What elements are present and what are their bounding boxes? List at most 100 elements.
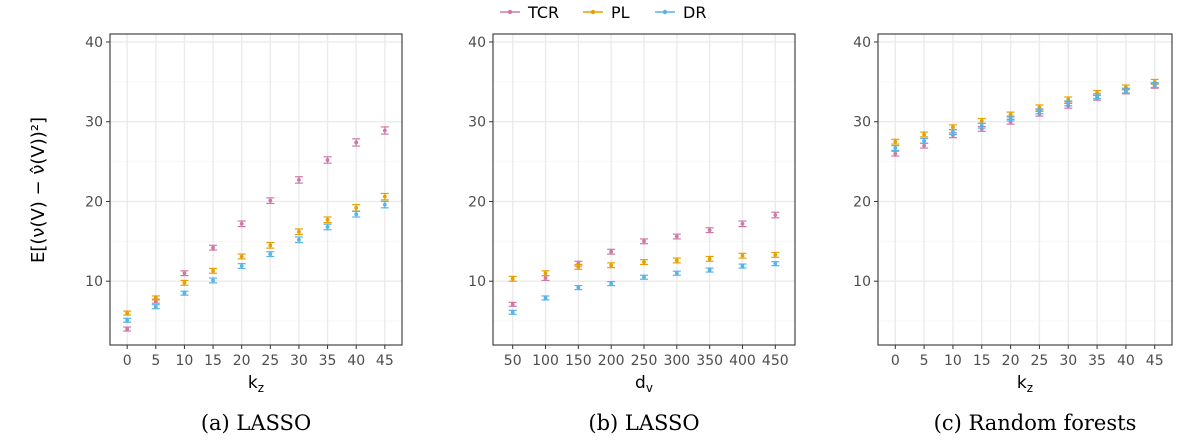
data-point-pl (239, 254, 244, 259)
x-tick-label: 45 (376, 353, 394, 369)
y-tick-label: 30 (85, 115, 103, 131)
data-point-dr (707, 268, 712, 272)
data-point-pl (609, 263, 614, 268)
x-axis-label-subscript: z (1027, 381, 1033, 395)
data-point-dr (740, 264, 745, 268)
panel-border (492, 33, 796, 346)
x-tick-label: 150 (565, 353, 592, 369)
data-point-pl (354, 205, 359, 210)
data-point-pl (211, 268, 215, 273)
y-tick-label: 20 (853, 194, 871, 210)
x-tick-label: 5 (920, 353, 929, 369)
data-point-tcr (211, 245, 215, 250)
legend-swatch-point (507, 9, 513, 15)
data-point-dr (1123, 88, 1128, 93)
data-point-tcr (354, 140, 359, 145)
data-point-dr (1037, 109, 1042, 114)
legend-label: TCR (527, 3, 559, 22)
x-tick-label: 35 (1088, 353, 1106, 369)
data-point-dr (543, 296, 548, 300)
data-point-dr (182, 291, 187, 296)
data-point-pl (1008, 112, 1013, 117)
x-tick-label: 15 (973, 353, 991, 369)
legend-item-dr: DR (655, 3, 706, 22)
data-point-pl (510, 276, 515, 281)
data-point-dr (211, 278, 215, 283)
data-point-dr (382, 202, 387, 207)
data-point-tcr (543, 276, 548, 280)
x-tick-label: 200 (598, 353, 625, 369)
data-point-pl (979, 119, 984, 123)
series-tcr (508, 211, 780, 307)
data-point-tcr (382, 128, 387, 133)
data-point-dr (325, 225, 330, 229)
y-tick-label: 20 (85, 194, 103, 210)
data-point-tcr (773, 213, 778, 217)
data-point-dr (125, 318, 130, 323)
x-axis-label-main: k (1017, 373, 1027, 393)
data-point-pl (922, 132, 927, 137)
panel-3: 10 20 30 40 0 5 10 15 20 25 30 35 40 45 kz (c) Random f… (853, 33, 1173, 435)
x-tick-label: 350 (696, 353, 723, 369)
x-axis-label-main: d (635, 373, 646, 393)
panel-border (877, 33, 1173, 346)
plot-area (878, 34, 1172, 345)
x-tick-label: 10 (176, 353, 194, 369)
data-point-dr (1152, 83, 1157, 87)
data-point-tcr (510, 302, 515, 307)
data-point-dr (893, 146, 898, 150)
data-point-tcr (125, 327, 130, 331)
data-point-tcr (325, 158, 330, 162)
legend-swatch-point (662, 9, 668, 15)
data-point-dr (609, 281, 614, 286)
x-tick-label: 0 (123, 353, 132, 369)
data-point-pl (268, 243, 273, 248)
series-tcr (123, 126, 389, 332)
data-point-dr (1066, 101, 1071, 106)
data-point-dr (268, 252, 273, 256)
x-tick-label: 35 (319, 353, 337, 369)
series-dr (891, 82, 1159, 152)
data-point-tcr (922, 143, 927, 148)
x-tick-label: 400 (729, 353, 756, 369)
series-dr (508, 261, 780, 315)
x-tick-label: 25 (1030, 353, 1048, 369)
y-tick-label: 40 (853, 35, 871, 51)
x-axis-label: kz (1017, 373, 1033, 395)
data-point-dr (951, 130, 955, 134)
x-tick-label: 250 (631, 353, 658, 369)
x-tick-label: 0 (891, 353, 900, 369)
x-tick-label: 100 (532, 353, 559, 369)
data-point-pl (1037, 105, 1042, 110)
data-point-dr (354, 212, 359, 217)
x-axis-label-main: k (248, 373, 258, 393)
x-tick-label: 30 (290, 353, 308, 369)
data-point-tcr (297, 178, 301, 182)
data-point-pl (642, 260, 646, 264)
data-point-tcr (609, 249, 614, 254)
data-point-tcr (707, 228, 712, 233)
data-point-dr (642, 275, 646, 280)
x-tick-label: 20 (233, 353, 251, 369)
panel-caption: (a) LASSO (201, 411, 311, 435)
x-tick-label: 20 (1002, 353, 1020, 369)
series-dr (123, 200, 389, 323)
x-tick-label: 450 (762, 353, 789, 369)
series-pl (123, 192, 389, 316)
x-tick-label: 45 (1146, 353, 1164, 369)
x-axis-label: dv (635, 373, 653, 395)
x-tick-label: 30 (1059, 353, 1077, 369)
data-point-dr (674, 271, 679, 276)
panel-caption: (b) LASSO (588, 411, 699, 435)
data-point-pl (740, 253, 745, 258)
y-tick-label: 10 (85, 274, 103, 290)
panel-border (109, 33, 403, 346)
x-axis-label-subscript: v (646, 381, 653, 395)
x-axis-label: kz (248, 373, 264, 395)
panel-1: 10 20 30 40 0 5 10 15 20 25 30 35 40 45 kz (a) LASSO (85, 33, 403, 435)
data-point-pl (182, 280, 187, 285)
data-point-dr (1095, 94, 1099, 99)
plot-area (110, 34, 402, 345)
